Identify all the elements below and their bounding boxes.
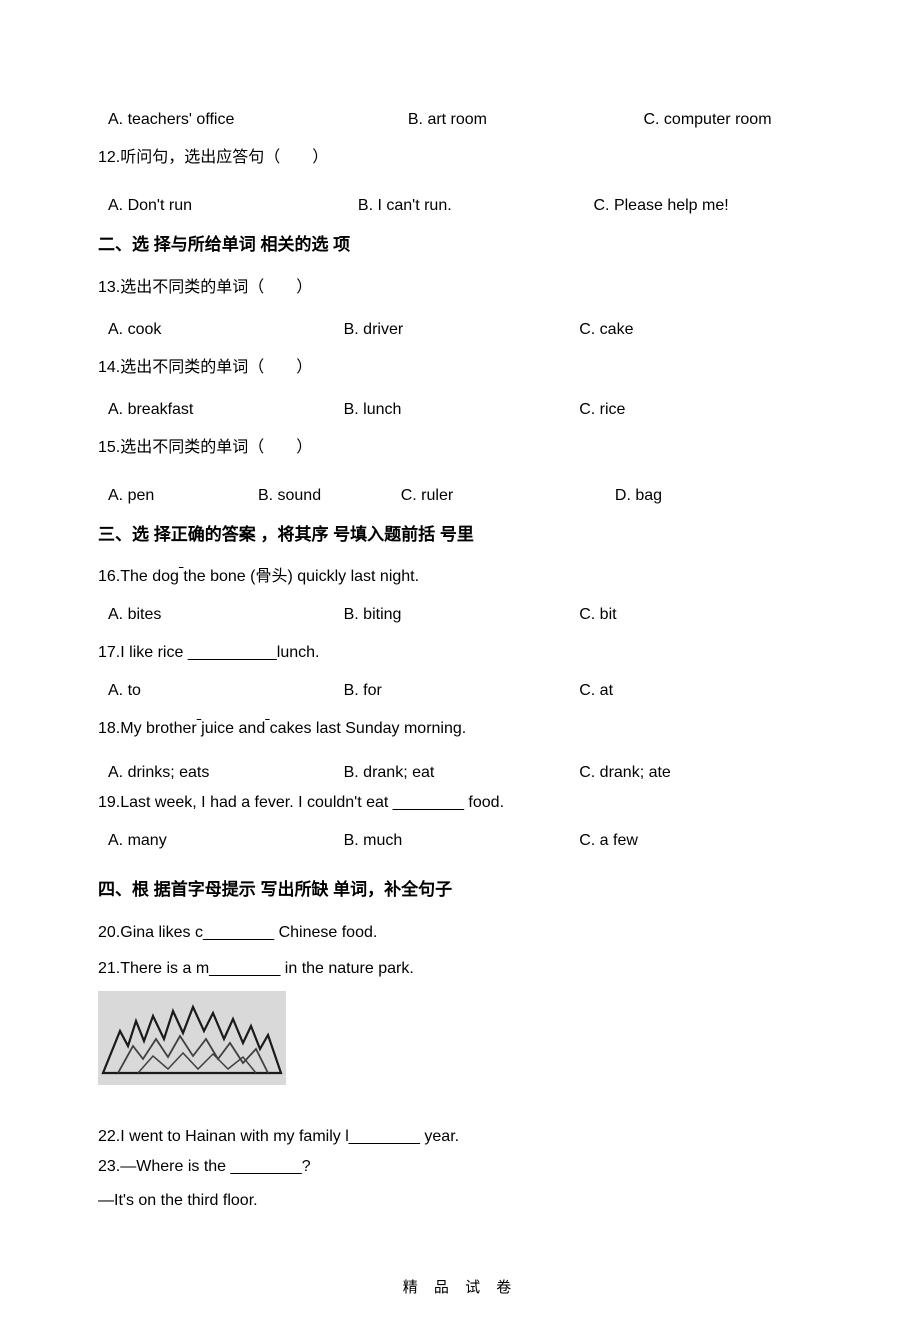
q18-opt-b: B. drank; eat <box>344 761 580 785</box>
q13-options: A. cook B. driver C. cake <box>98 318 822 342</box>
q18-mid: juice and <box>201 720 265 737</box>
q23-text-b: —It's on the third floor. <box>98 1189 822 1213</box>
q14-options: A. breakfast B. lunch C. rice <box>98 398 822 422</box>
section-2-heading: 二、选 择与所给单词 相关的选 项 <box>98 232 822 258</box>
q16-opt-a: A. bites <box>108 603 344 627</box>
q16-post: the bone (骨头) quickly last night. <box>183 568 419 585</box>
q15-opt-b: B. sound <box>258 484 401 508</box>
q16-pre: 16.The dog <box>98 568 179 585</box>
q13-opt-c: C. cake <box>579 318 815 342</box>
q19-opt-a: A. many <box>108 829 344 853</box>
q12-opt-b: B. I can't run. <box>358 194 594 218</box>
q22-text: 22.I went to Hainan with my family l____… <box>98 1125 822 1149</box>
q13-opt-a: A. cook <box>108 318 344 342</box>
q14-opt-c: C. rice <box>579 398 815 422</box>
q11-opt-b: B. art room <box>408 108 644 132</box>
q11-opt-a: A. teachers' office <box>108 108 408 132</box>
q11-options: A. teachers' office B. art room C. compu… <box>98 108 822 132</box>
q12-opt-a: A. Don't run <box>108 194 358 218</box>
q17-text: 17.I like rice __________lunch. <box>98 641 822 665</box>
q16-opt-c: C. bit <box>579 603 815 627</box>
q15-text: 15.选出不同类的单词（ ） <box>98 436 822 460</box>
q18-opt-c: C. drank; ate <box>579 761 815 785</box>
q14-text: 14.选出不同类的单词（ ） <box>98 356 822 380</box>
q20-text: 20.Gina likes c________ Chinese food. <box>98 921 822 945</box>
q15-opt-a: A. pen <box>108 484 258 508</box>
q16-opt-b: B. biting <box>344 603 580 627</box>
q13-opt-b: B. driver <box>344 318 580 342</box>
q18-text: 18.My brother juice and cakes last Sunda… <box>98 717 822 741</box>
q14-opt-a: A. breakfast <box>108 398 344 422</box>
q21-text: 21.There is a m________ in the nature pa… <box>98 957 822 981</box>
page-footer: 精 品 试 卷 <box>98 1277 822 1300</box>
q13-text: 13.选出不同类的单词（ ） <box>98 276 822 300</box>
q19-opt-b: B. much <box>344 829 580 853</box>
q16-options: A. bites B. biting C. bit <box>98 603 822 627</box>
q18-opt-a: A. drinks; eats <box>108 761 344 785</box>
q17-opt-a: A. to <box>108 679 344 703</box>
section-4-heading: 四、根 据首字母提示 写出所缺 单词，补全句子 <box>98 877 822 903</box>
q16-text: 16.The dog the bone (骨头) quickly last ni… <box>98 565 822 589</box>
q19-text: 19.Last week, I had a fever. I couldn't … <box>98 791 822 815</box>
q19-opt-c: C. a few <box>579 829 815 853</box>
q17-opt-b: B. for <box>344 679 580 703</box>
q18-options: A. drinks; eats B. drank; eat C. drank; … <box>98 761 822 785</box>
q18-post: cakes last Sunday morning. <box>270 720 467 737</box>
q12-opt-c: C. Please help me! <box>594 194 729 218</box>
mountain-image <box>98 991 286 1085</box>
section-3-heading: 三、选 择正确的答案 ，将其序 号填入题前括 号里 <box>98 522 822 548</box>
q12-text: 12.听问句，选出应答句（ ） <box>98 146 822 170</box>
q19-options: A. many B. much C. a few <box>98 829 822 853</box>
q23-text-a: 23.—Where is the ________? <box>98 1155 822 1179</box>
q11-opt-c: C. computer room <box>643 108 771 132</box>
q17-options: A. to B. for C. at <box>98 679 822 703</box>
q17-opt-c: C. at <box>579 679 815 703</box>
q15-options: A. pen B. sound C. ruler D. bag <box>98 484 822 508</box>
q15-opt-d: D. bag <box>615 484 662 508</box>
q18-pre: 18.My brother <box>98 720 197 737</box>
q15-opt-c: C. ruler <box>401 484 615 508</box>
q14-opt-b: B. lunch <box>344 398 580 422</box>
q12-options: A. Don't run B. I can't run. C. Please h… <box>98 194 822 218</box>
